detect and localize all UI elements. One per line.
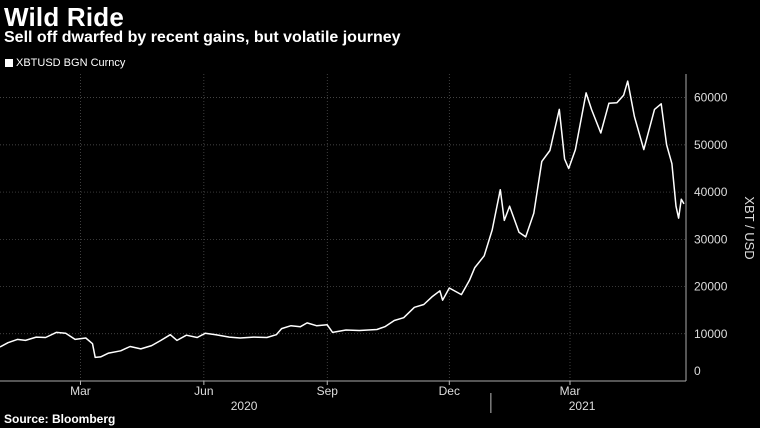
legend: XBTUSD BGN Curncy (5, 57, 125, 69)
x-tick-label: Mar (70, 384, 91, 398)
x-tick-label: Dec (439, 384, 460, 398)
source-note: Source: Bloomberg (4, 412, 116, 426)
x-tick-label: Sep (317, 384, 339, 398)
y-tick-label: 30000 (694, 232, 728, 246)
series-line-xbtusd (0, 80, 685, 359)
legend-label: XBTUSD BGN Curncy (16, 57, 126, 69)
y-tick-label: 40000 (694, 185, 728, 199)
y-axis-title: XBT / USD (742, 196, 757, 259)
year-label: 2020 (231, 399, 258, 413)
y-tick-label: 60000 (694, 91, 728, 105)
legend-swatch (5, 59, 13, 67)
chart-subtitle: Sell off dwarfed by recent gains, but vo… (4, 29, 401, 46)
y-tick-label: 10000 (694, 327, 728, 341)
y-tick-label: 20000 (694, 280, 728, 294)
chart-title: Wild Ride (4, 2, 125, 32)
y-tick-label: 50000 (694, 138, 728, 152)
y-tick-label: 0 (694, 364, 701, 378)
year-label: 2021 (569, 399, 596, 413)
x-tick-label: Mar (560, 384, 581, 398)
x-tick-label: Jun (194, 384, 213, 398)
